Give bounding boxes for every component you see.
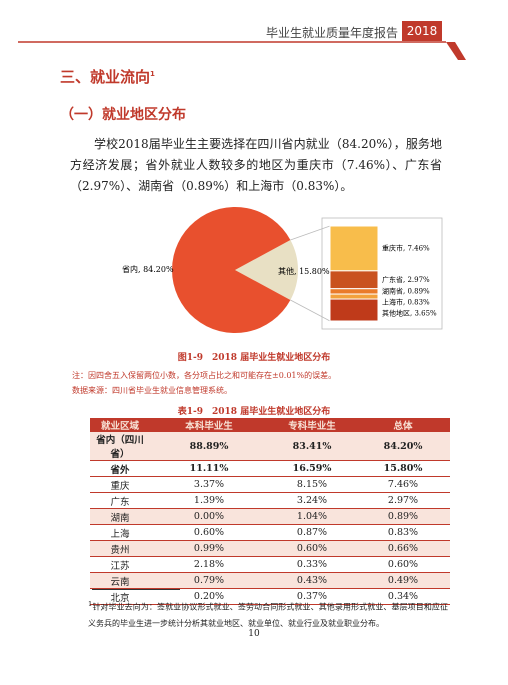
breakdown-label: 广东省, 2.97% [382,275,430,284]
table-header-cell: 总体 [356,418,450,432]
footnote-mark: 1 [88,600,93,608]
header-title: 毕业生就业质量年度报告 [265,26,398,40]
table-cell: 0.60% [356,556,450,573]
table-cell: 11.11% [150,460,268,477]
pie-label: 省内, 84.20% [122,264,174,274]
breakdown-bar [329,270,379,290]
connector [290,299,331,322]
table-cell: 2.18% [150,556,268,573]
table-cell: 0.60% [150,524,268,541]
breakdown-label: 重庆市, 7.46% [382,243,430,252]
table-cell: 83.41% [268,432,356,461]
table-cell: 0.34% [356,588,450,605]
table-row: 云南 0.79% 0.43% 0.49% [90,572,450,589]
breakdown-bar [329,298,379,322]
figure-caption: 图1-9 2018 届毕业生就业地区分布 [177,353,331,363]
table-cell: 84.20% [356,432,450,461]
table-cell: 3.37% [150,476,268,493]
table-header: 就业区域 本科毕业生 专科毕业生 总体 [90,418,450,432]
table-cell: 0.49% [356,572,450,589]
footnote-mark: 1 [150,70,155,78]
table-cell: 7.46% [356,476,450,493]
table-cell: 北京 [90,588,150,605]
table-cell: 2.97% [356,492,450,509]
table-caption: 表1-9 2018 届毕业生就业地区分布 [177,407,331,417]
pie-slice [235,239,299,301]
table-header-cell: 本科毕业生 [150,418,268,432]
breakdown-bar [329,288,379,295]
header-accent [446,42,466,60]
table: 就业区域 本科毕业生 专科毕业生 总体 省内（四川省） 88.89% 83.41% 84.2… [90,418,450,605]
table-cell: 1.04% [268,508,356,525]
note: 注：因四舍五入保留两位小数，各分项占比之和可能存在±0.01%的误差。 [72,371,337,380]
table-cell: 8.15% [268,476,356,493]
table-cell: 0.83% [356,524,450,541]
note: 数据来源：四川省毕业生就业信息管理系统。 [72,386,232,395]
table-row: 江苏 2.18% 0.33% 0.60% [90,556,450,573]
table-header-cell: 专科毕业生 [268,418,356,432]
connector [290,225,331,241]
footnote-text: 针对毕业去向为：签就业协议形式就业、签劳动合同形式就业、其他录用形式就业、基层项… [88,602,448,628]
table-cell: 0.79% [150,572,268,589]
pie-label: 其他, 15.80% [278,266,330,276]
table-cell: 省外 [90,460,150,477]
header-year: 2018届 [402,21,442,58]
table-cell: 1.39% [150,492,268,509]
table-cell: 0.89% [356,508,450,525]
table-cell: 3.24% [268,492,356,509]
footnote-rule [92,589,180,590]
paragraph: 学校2018届毕业生主要选择在四川省内就业（84.20%），服务地方经济发展；省… [70,137,442,193]
page-number: 10 [248,629,260,639]
table-row: 省内（四川省） 88.89% 83.41% 84.20% [90,432,450,461]
table-row: 上海 0.60% 0.87% 0.83% [90,524,450,541]
table-cell: 上海 [90,524,150,541]
table-cell: 0.43% [268,572,356,589]
table-cell: 0.87% [268,524,356,541]
section-title: 三、就业流向1 [60,66,155,87]
table-row: 北京 0.20% 0.37% 0.34% [90,588,450,605]
table-cell: 广东 [90,492,150,509]
table-cell: 0.99% [150,540,268,557]
table-cell: 0.20% [150,588,268,605]
breakdown-bar [329,225,379,272]
table-cell: 贵州 [90,540,150,557]
table-cell: 省内（四川省） [90,432,150,461]
table-cell: 88.89% [150,432,268,461]
table-cell: 重庆 [90,476,150,493]
pie-slice [172,207,291,333]
table-cell: 0.60% [268,540,356,557]
table-cell: 0.37% [268,588,356,605]
breakdown-frame [321,217,443,330]
breakdown-label: 其他地区, 3.65% [382,308,437,317]
table-row: 广东 1.39% 3.24% 2.97% [90,492,450,509]
table-body: 省内（四川省） 88.89% 83.41% 84.20% 省外 11.11% 16.59% 1… [90,432,450,605]
table-cell: 0.66% [356,540,450,557]
table-row: 省外 11.11% 16.59% 15.80% [90,460,450,477]
table-cell: 0.33% [268,556,356,573]
breakdown-label: 湖南省, 0.89% [382,286,430,295]
table-cell: 15.80% [356,460,450,477]
table-row: 贵州 0.99% 0.60% 0.66% [90,540,450,557]
breakdown-bar [329,293,379,300]
footnote: 1针对毕业去向为：签就业协议形式就业、签劳动合同形式就业、其他录用形式就业、基层… [88,596,448,632]
table-cell: 16.59% [268,460,356,477]
table-cell: 江苏 [90,556,150,573]
subsection-title: （一）就业地区分布 [60,107,186,123]
table-header-cell: 就业区域 [90,418,150,432]
table-cell: 云南 [90,572,150,589]
table-row: 湖南 0.00% 1.04% 0.89% [90,508,450,525]
breakdown-label: 上海市, 0.83% [382,297,430,306]
table-row: 重庆 3.37% 8.15% 7.46% [90,476,450,493]
table-cell: 湖南 [90,508,150,525]
table-cell: 0.00% [150,508,268,525]
section-title-text: 三、就业流向 [60,68,151,86]
